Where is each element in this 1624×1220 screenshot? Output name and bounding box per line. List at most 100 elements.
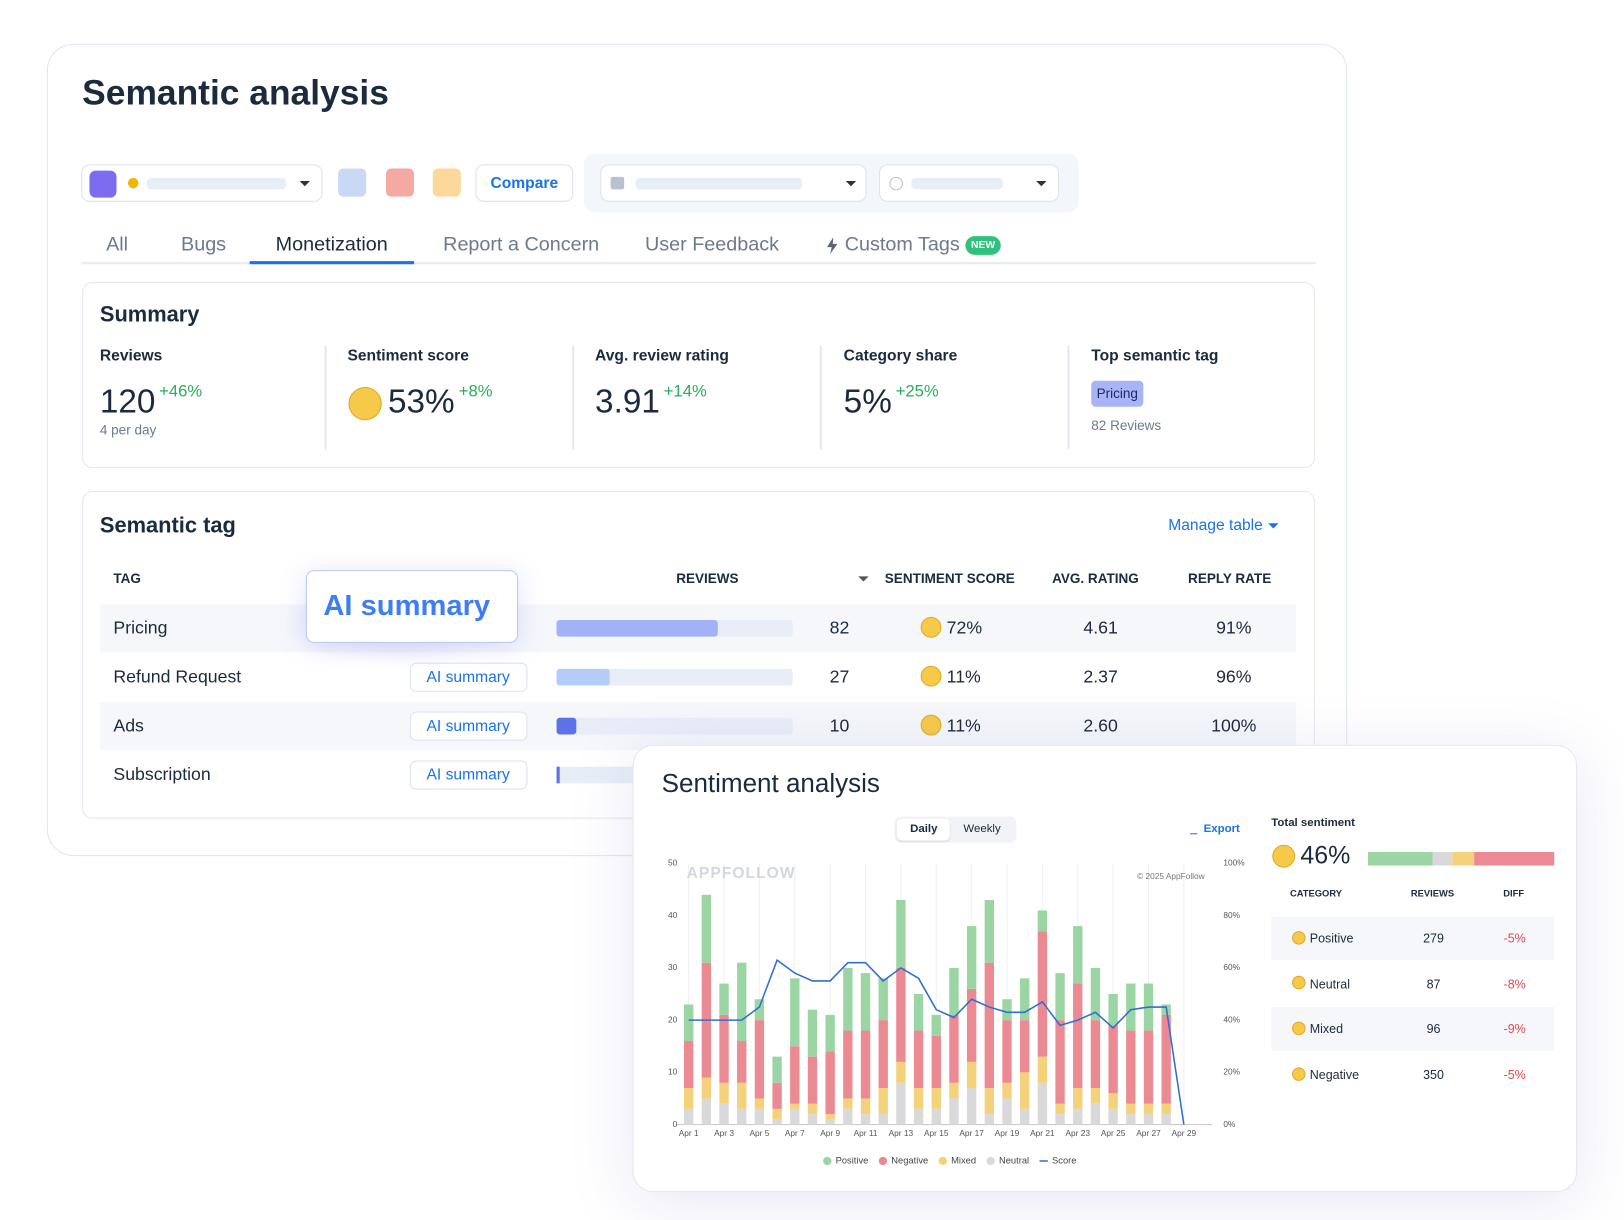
bar-segment xyxy=(1126,1114,1136,1125)
bar-segment xyxy=(772,1108,782,1120)
emoji-icon xyxy=(920,714,942,736)
tag-name: Subscription xyxy=(113,764,211,785)
bar-segment xyxy=(966,1061,977,1089)
bar-segment xyxy=(878,1088,888,1115)
export-link[interactable]: Export xyxy=(1203,822,1240,836)
sentiment-score: 72% xyxy=(946,617,983,638)
y-tick-label: 10 xyxy=(668,1067,678,1077)
review-bar xyxy=(556,766,560,784)
bar-segment xyxy=(790,978,800,1047)
emoji-icon xyxy=(920,665,942,687)
bar-segment xyxy=(966,1088,977,1125)
ai-summary-button[interactable] xyxy=(409,711,528,741)
column-header: REVIEWS xyxy=(676,570,739,587)
bar-segment xyxy=(984,962,995,1089)
emoji-icon xyxy=(1291,1021,1306,1035)
y-tick-label: 40 xyxy=(668,910,678,920)
metric-note: 82 Reviews xyxy=(1091,417,1162,434)
manage-table-link[interactable]: Manage table xyxy=(1168,516,1263,535)
divider xyxy=(1067,345,1069,450)
avg-rating: 4.61 xyxy=(1083,617,1118,638)
y2-tick-label: 40% xyxy=(1223,1014,1240,1024)
y-tick-label: 30 xyxy=(668,962,678,972)
column-header: REPLY RATE xyxy=(1188,570,1272,587)
category-diff: -5% xyxy=(1503,931,1526,946)
date-selector[interactable] xyxy=(600,164,867,202)
color-swatch[interactable] xyxy=(338,168,367,197)
column-header: AVG. RATING xyxy=(1052,570,1139,587)
category-diff: -5% xyxy=(1503,1067,1526,1083)
bar-segment xyxy=(896,1061,906,1083)
bar-segment xyxy=(913,1088,924,1109)
metric-change: +46% xyxy=(159,382,203,401)
compare-label[interactable]: Compare xyxy=(490,174,559,192)
toggle-option[interactable]: Weekly xyxy=(963,822,1001,836)
bar-segment xyxy=(860,1098,871,1115)
metric-label: Sentiment score xyxy=(347,346,469,365)
ai-summary-callout[interactable] xyxy=(305,570,519,643)
bar-segment xyxy=(1002,1020,1012,1083)
bar-segment xyxy=(896,967,906,1062)
tab[interactable]: Monetization xyxy=(275,234,388,256)
bar-segment xyxy=(737,1108,747,1125)
ai-summary-label[interactable]: AI summary xyxy=(426,766,510,784)
metric-label: Reviews xyxy=(99,346,163,365)
sentiment-segment xyxy=(1431,852,1452,866)
bar-segment xyxy=(1002,1098,1012,1125)
legend-marker xyxy=(823,1156,832,1166)
reply-rate: 100% xyxy=(1211,715,1257,736)
row-stripe xyxy=(1271,916,1555,961)
tab[interactable]: All xyxy=(106,234,129,256)
metric-value: 3.91 xyxy=(595,382,660,420)
tab[interactable]: Bugs xyxy=(181,234,227,256)
bar-segment xyxy=(754,1098,765,1109)
column-header: CATEGORY xyxy=(1289,888,1343,899)
ai-summary-button[interactable] xyxy=(409,662,528,692)
bar-segment xyxy=(1020,1020,1030,1073)
bar-segment xyxy=(701,1077,712,1099)
bar-segment xyxy=(737,1082,747,1109)
ai-summary-label[interactable]: AI summary xyxy=(426,717,510,735)
bar-segment xyxy=(1002,1082,1012,1099)
tag-name: Refund Request xyxy=(113,666,242,687)
x-tick-label: Apr 23 xyxy=(1066,1128,1091,1138)
compare-button[interactable] xyxy=(475,164,574,202)
tab[interactable]: Custom Tags xyxy=(844,234,960,256)
app-icon xyxy=(89,170,117,198)
category-diff: -9% xyxy=(1503,1021,1526,1037)
x-tick-label: Apr 7 xyxy=(785,1128,805,1138)
bar-segment xyxy=(896,900,906,968)
emoji-icon xyxy=(1291,930,1306,945)
bolt-icon xyxy=(827,237,838,254)
placeholder xyxy=(146,177,287,190)
calendar-icon xyxy=(610,176,625,190)
tab[interactable]: Report a Concern xyxy=(443,234,600,256)
category-reviews: 96 xyxy=(1426,1021,1441,1037)
ai-summary-label[interactable]: AI summary xyxy=(426,668,510,687)
score-line xyxy=(688,958,1185,1125)
bar-segment xyxy=(1108,1025,1118,1094)
bar-segment xyxy=(1073,1108,1083,1125)
bar-segment xyxy=(1037,931,1048,1057)
emoji-icon xyxy=(1272,844,1296,868)
x-tick-label: Apr 15 xyxy=(924,1128,949,1138)
panel-title: Sentiment analysis xyxy=(661,769,880,799)
bar-segment xyxy=(1090,1020,1101,1089)
toggle-option[interactable]: Daily xyxy=(910,822,938,836)
bar-segment xyxy=(825,1119,835,1125)
metric-change: +8% xyxy=(458,382,493,401)
bar-segment xyxy=(754,1020,765,1099)
color-swatch[interactable] xyxy=(385,168,415,197)
bar-segment xyxy=(860,1114,871,1125)
bar-segment xyxy=(1143,1030,1154,1104)
bar-segment xyxy=(1126,1030,1136,1104)
callout-label[interactable]: AI summary xyxy=(323,588,491,622)
bar-segment xyxy=(878,1020,888,1089)
ai-summary-button[interactable] xyxy=(409,760,528,790)
tab[interactable]: User Feedback xyxy=(644,234,780,256)
color-swatch[interactable] xyxy=(432,168,461,197)
bar-segment xyxy=(913,1108,924,1125)
column-header: TAG xyxy=(113,570,141,587)
toggle-active xyxy=(896,818,950,841)
x-tick-label: Apr 13 xyxy=(889,1128,914,1138)
